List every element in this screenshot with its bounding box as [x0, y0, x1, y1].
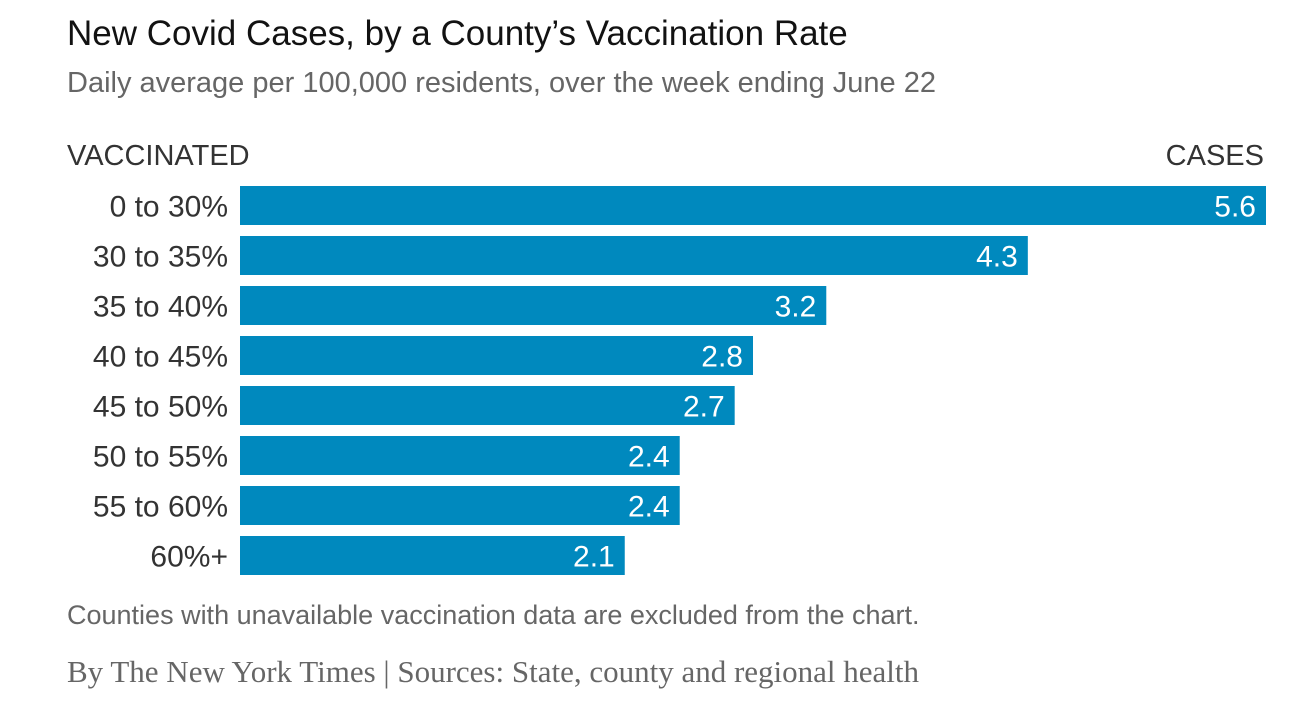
footnote: Counties with unavailable vaccination da…	[67, 600, 920, 630]
bar	[240, 386, 735, 425]
category-label: 60%+	[150, 541, 228, 574]
category-label: 0 to 30%	[110, 191, 228, 224]
bar-value-label: 2.4	[628, 491, 670, 524]
bar-value-label: 5.6	[1214, 191, 1256, 224]
category-label: 45 to 50%	[93, 391, 228, 424]
category-label: 35 to 40%	[93, 291, 228, 324]
category-label: 40 to 45%	[93, 341, 228, 374]
bar-value-label: 4.3	[976, 241, 1018, 274]
bar	[240, 536, 625, 575]
category-label: 30 to 35%	[93, 241, 228, 274]
bar	[240, 336, 753, 375]
bar	[240, 186, 1266, 225]
chart-subtitle: Daily average per 100,000 residents, ove…	[67, 67, 936, 99]
category-label: 50 to 55%	[93, 441, 228, 474]
cases-column-header: CASES	[1165, 140, 1264, 172]
bar	[240, 486, 680, 525]
bar	[240, 436, 680, 475]
bar-value-label: 2.8	[701, 341, 743, 374]
bar-value-label: 2.1	[573, 541, 615, 574]
category-label: 55 to 60%	[93, 491, 228, 524]
bar-value-label: 2.4	[628, 441, 670, 474]
bar-value-label: 3.2	[775, 291, 817, 324]
bar-value-label: 2.7	[683, 391, 725, 424]
bar	[240, 236, 1028, 275]
source-credit: By The New York Times | Sources: State, …	[67, 654, 920, 689]
chart-title: New Covid Cases, by a County’s Vaccinati…	[67, 14, 848, 53]
bar	[240, 286, 827, 325]
vaccinated-column-header: VACCINATED	[67, 140, 250, 172]
